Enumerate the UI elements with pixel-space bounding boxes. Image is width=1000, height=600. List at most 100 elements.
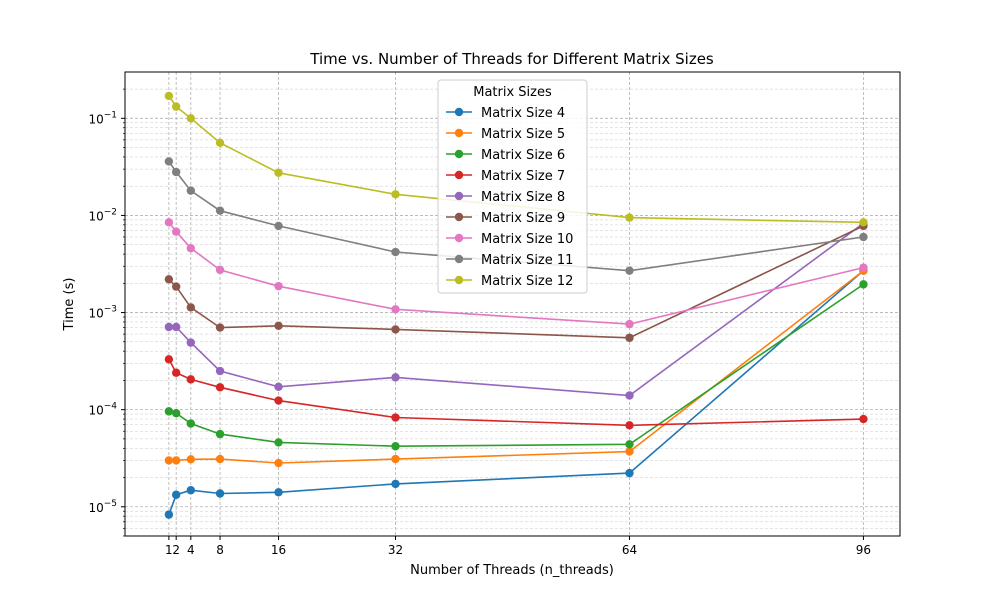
data-point [171,227,181,236]
y-tick-label: 10−3 [88,305,117,321]
y-axis: 10−5 10−4 10−3 10−2 10−1 [88,88,125,537]
data-point [186,243,196,253]
data-point [391,413,400,422]
legend-label: Matrix Size 6 [481,148,565,163]
legend-entry: Matrix Size 5 [446,127,565,142]
data-point [164,322,174,332]
legend-title: Matrix Sizes [473,85,552,100]
data-point [164,355,174,364]
legend-marker [454,212,464,222]
data-point [171,282,181,291]
legend-box [437,79,588,294]
legend-marker [454,233,464,243]
x-axis-label: Number of Threads (n_threads) [410,563,614,578]
data-point [164,218,174,227]
legend-entry: Matrix Size 6 [446,148,565,163]
data-point [859,263,868,272]
series-7 [164,218,868,329]
y-axis-label: Time (s) [62,278,77,332]
data-point [859,414,868,424]
data-point [625,213,634,222]
legend-entry: Matrix Size 7 [446,169,565,184]
data-point [274,168,283,177]
legend-entry: Matrix Size 9 [446,211,565,226]
data-point [186,303,196,312]
data-point [171,368,181,377]
plot-area [124,71,901,537]
data-point [274,488,283,497]
series-8 [164,157,868,275]
data-point [625,333,634,342]
data-point [274,458,283,468]
data-point [171,490,181,499]
data-point [171,456,181,465]
data-point [215,454,225,464]
data-point [391,305,400,314]
data-point [186,114,196,123]
x-tick-label: 16 [271,543,286,557]
series-2 [164,266,868,468]
data-point [625,447,634,456]
data-point [164,275,174,284]
legend-label: Matrix Size 8 [481,190,565,205]
x-tick-label: 2 [172,543,180,557]
data-point [625,421,634,430]
x-axis: 1 2 4 8 16 32 64 96 [165,536,871,557]
data-point [164,510,174,519]
data-point [186,455,196,464]
data-point [391,479,400,489]
data-point [215,265,225,275]
data-point [274,438,283,447]
series-9 [164,91,868,227]
series-layer [164,91,868,519]
data-point [171,102,181,111]
data-point [859,280,868,289]
legend-entry: Matrix Size 4 [446,106,565,121]
data-point [215,489,225,498]
legend-label: Matrix Size 4 [481,106,565,121]
y-tick-label: 10−2 [88,207,117,223]
legend-marker [454,170,464,180]
data-point [215,429,225,439]
data-point [625,468,634,478]
y-tick-label: 10−4 [88,402,117,418]
data-point [859,218,868,227]
legend-label: Matrix Size 12 [481,274,573,289]
data-point [274,281,283,291]
data-point [164,456,174,465]
data-point [274,396,283,405]
y-tick-label: 10−1 [88,110,117,126]
data-point [274,221,283,231]
x-tick-label: 4 [187,543,195,557]
x-tick-label: 64 [622,543,637,557]
series-line [168,358,864,427]
legend-entry: Matrix Size 11 [446,253,573,268]
series-3 [164,280,868,451]
data-point [391,454,400,464]
chart-title: Time vs. Number of Threads for Different… [309,50,714,68]
data-point [215,366,225,376]
legend: Matrix Sizes Matrix Size 4 Matrix Size 5 Ma… [437,79,588,294]
legend-label: Matrix Size 10 [481,232,573,247]
x-tick-label: 96 [856,543,871,557]
data-point [186,486,196,495]
data-point [215,323,225,332]
data-point [391,442,400,451]
legend-label: Matrix Size 11 [481,253,573,268]
data-point [625,319,634,329]
legend-marker [454,275,464,285]
legend-marker [454,149,464,159]
data-point [391,190,400,199]
data-point [391,373,400,382]
x-tick-label: 1 [165,543,173,557]
legend-marker [454,128,464,138]
y-tick-label: 10−5 [88,499,117,515]
data-point [186,338,196,347]
data-point [171,167,181,177]
legend-label: Matrix Size 7 [481,169,565,184]
legend-label: Matrix Size 9 [481,211,565,226]
legend-marker [454,191,464,201]
series-1 [164,266,868,519]
data-point [391,247,400,257]
data-point [171,408,181,418]
